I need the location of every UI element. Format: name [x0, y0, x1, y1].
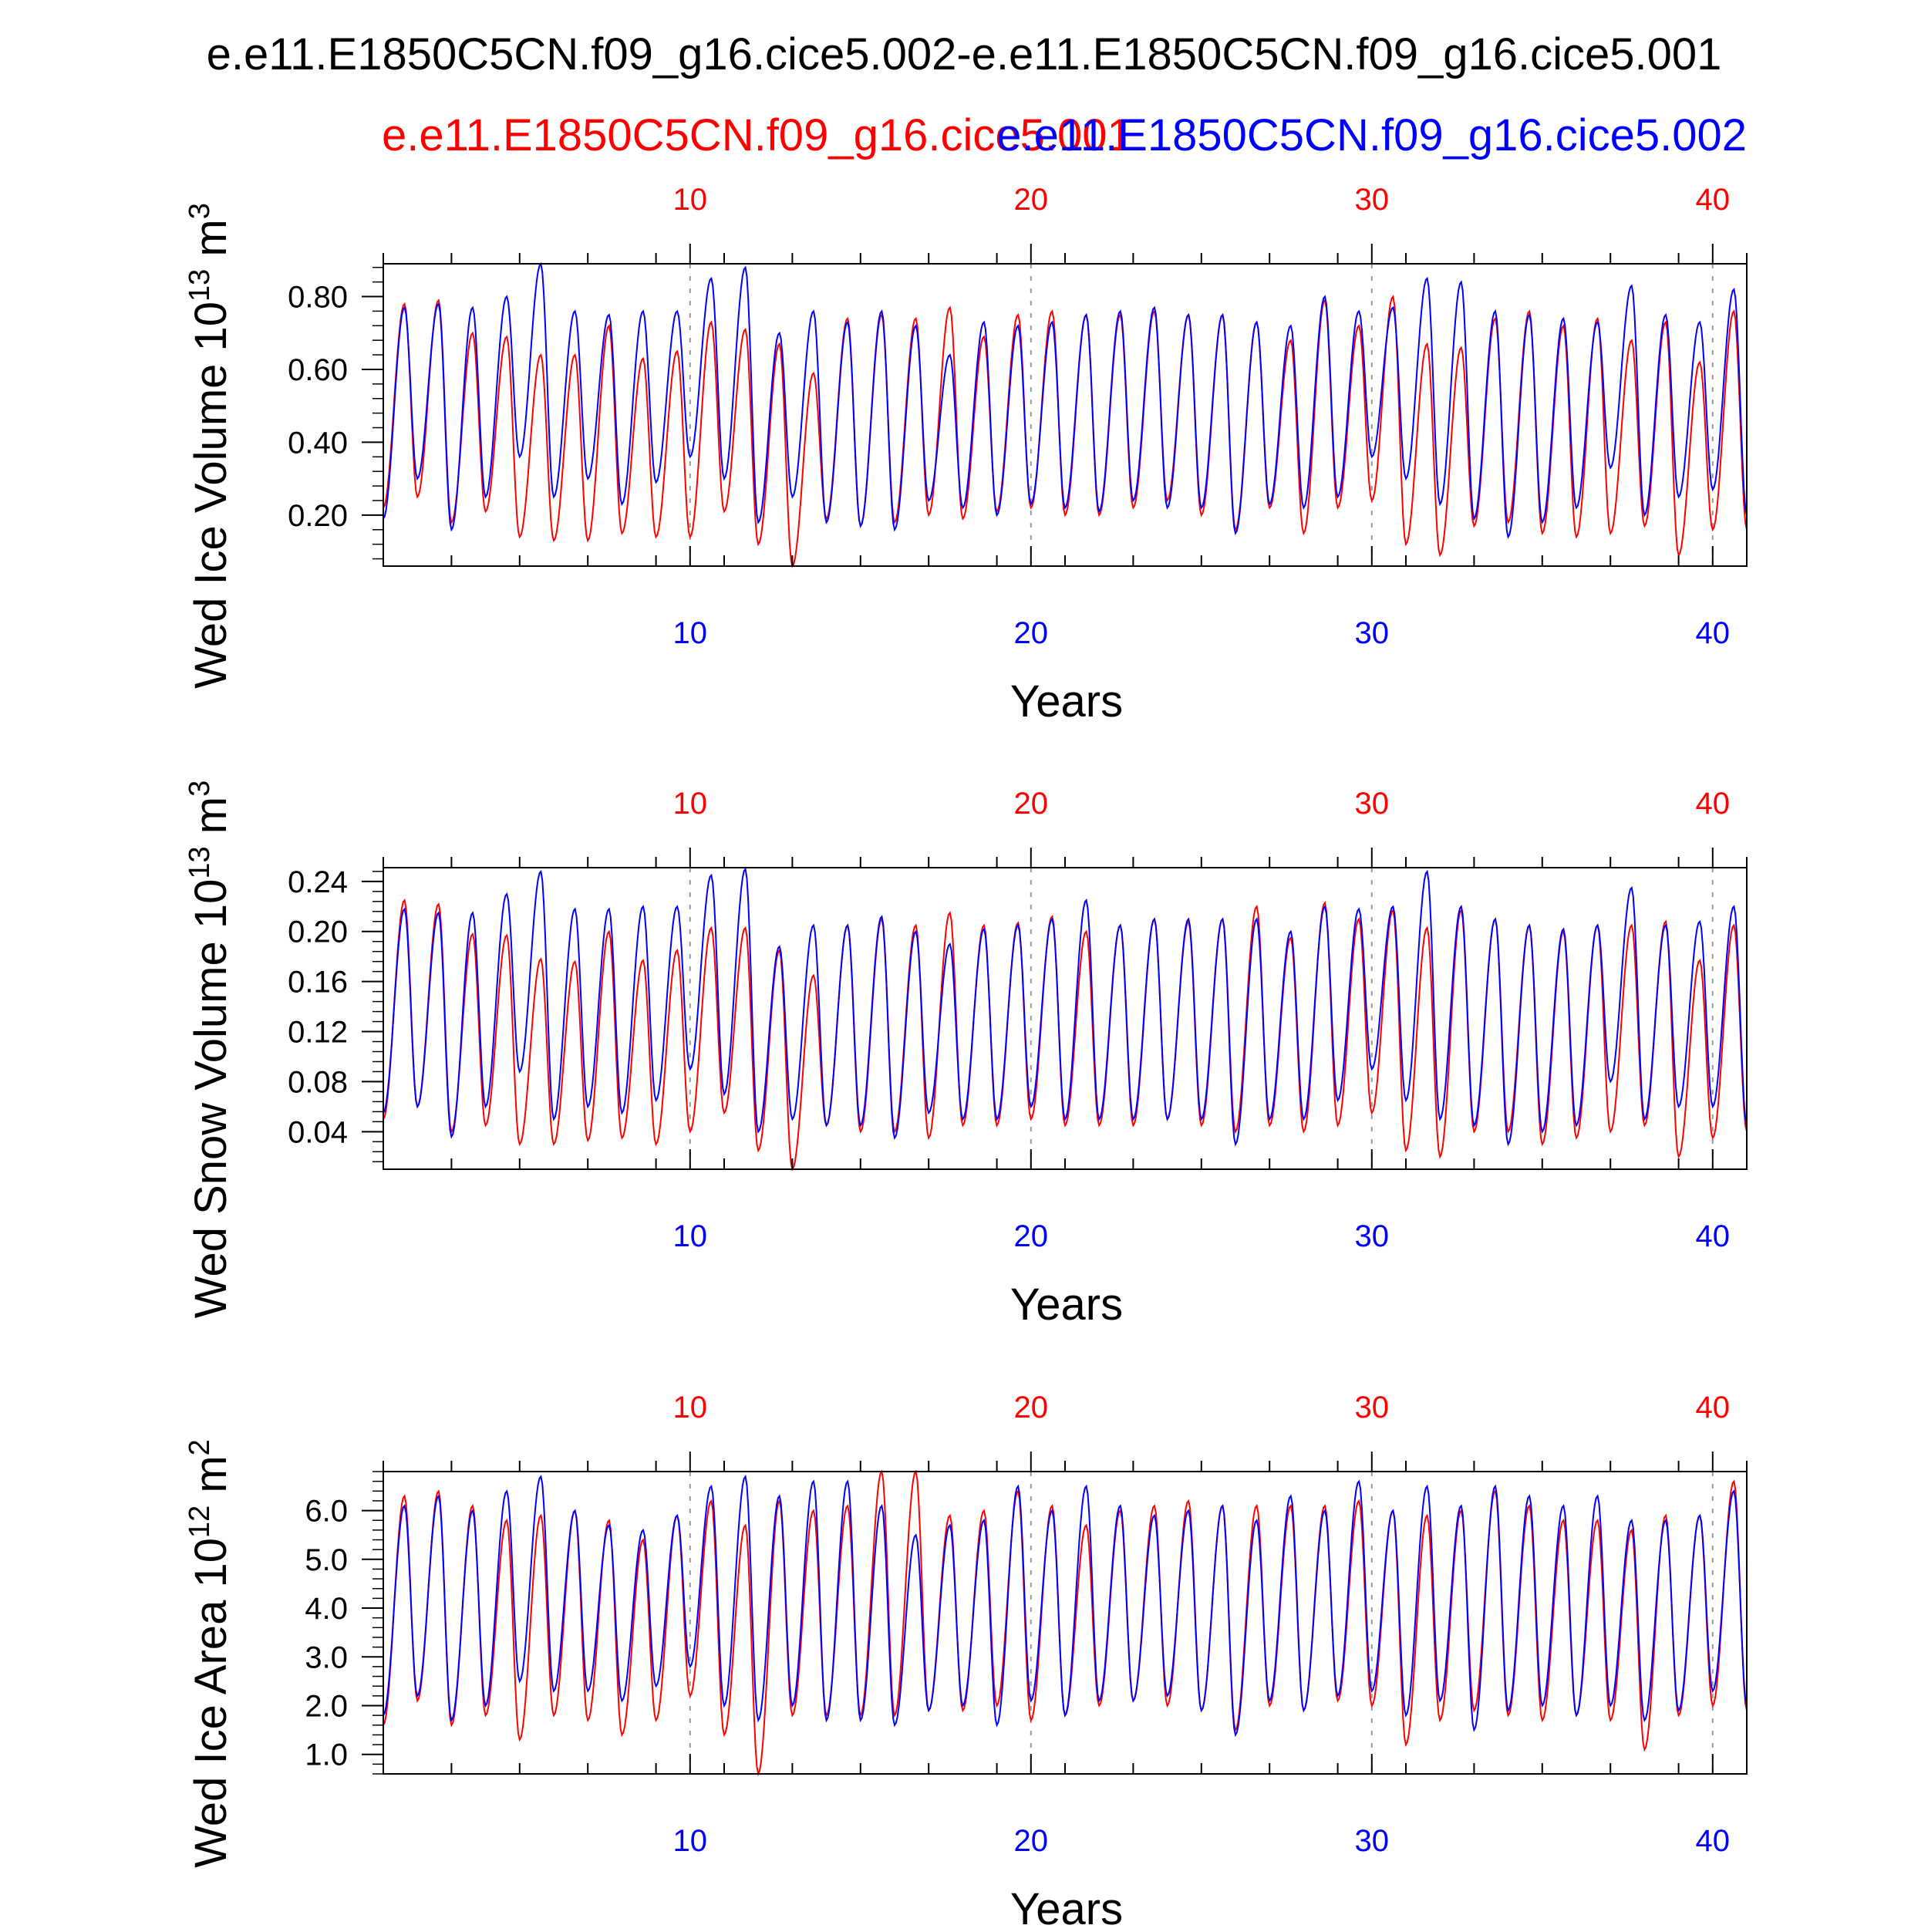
subtitle-case1: e.e11.E1850C5CN.f09_g16.cice5.001 — [382, 110, 1132, 160]
y-tick-label: 0.80 — [288, 281, 348, 315]
panel-snow-volume: 10 20 30 40 10 20 30 40 0.04 0.08 0.12 0.16 0.20 0.24… — [184, 781, 1748, 1330]
y-tick-label: 5.0 — [305, 1543, 348, 1577]
y-tick-label: 3.0 — [305, 1640, 348, 1674]
x-tick-label-bottom: 40 — [1696, 1219, 1731, 1253]
y-tick-label: 0.04 — [288, 1115, 348, 1149]
y-tick-label: 0.40 — [288, 426, 348, 460]
x-tick-label-bottom: 10 — [673, 616, 708, 650]
x-axis-label: Years — [1010, 676, 1123, 727]
x-tick-label-bottom: 40 — [1696, 616, 1731, 650]
x-tick-label-bottom: 30 — [1355, 1219, 1390, 1253]
x-axis-label: Years — [1010, 1884, 1123, 1928]
y-tick-label: 2.0 — [305, 1689, 348, 1723]
x-tick-label-bottom: 10 — [673, 1219, 708, 1253]
series-line-case2 — [383, 261, 1748, 540]
x-tick-label-top: 30 — [1355, 1391, 1390, 1425]
y-tick-label: 6.0 — [305, 1495, 348, 1529]
x-tick-label-bottom: 30 — [1355, 1824, 1390, 1858]
y-tick-label: 0.20 — [288, 915, 348, 949]
x-tick-label-top: 10 — [673, 1391, 708, 1425]
x-tick-label-top: 10 — [673, 787, 708, 821]
y-tick-label: 1.0 — [305, 1738, 348, 1772]
y-axis-label: Wed Snow Volume 1013 m3 — [184, 781, 236, 1318]
x-tick-label-top: 20 — [1014, 1391, 1049, 1425]
main-title: e.e11.E1850C5CN.f09_g16.cice5.002-e.e11.… — [207, 29, 1722, 79]
y-tick-label: 0.16 — [288, 966, 348, 1000]
x-tick-label-bottom: 10 — [673, 1824, 708, 1858]
subtitle-case2: e.e11.E1850C5CN.f09_g16.cice5.002 — [996, 110, 1747, 160]
y-tick-label: 0.20 — [288, 499, 348, 533]
y-tick-label: 4.0 — [305, 1592, 348, 1626]
x-tick-label-top: 20 — [1014, 183, 1049, 217]
y-tick-label: 0.60 — [288, 353, 348, 387]
plot-frame — [383, 1471, 1748, 1775]
y-tick-label: 0.12 — [288, 1016, 348, 1050]
x-tick-label-bottom: 30 — [1355, 616, 1390, 650]
y-tick-label: 0.24 — [288, 865, 348, 899]
panel-ice-area: 10 20 30 40 10 20 30 40 1.0 2.0 3.0 4.0 5.0 6.0 Years W… — [184, 1391, 1748, 1932]
x-tick-label-bottom: 40 — [1696, 1824, 1731, 1858]
x-tick-label-bottom: 20 — [1014, 1824, 1049, 1858]
series-line-case2 — [383, 867, 1748, 1147]
series-line-case2 — [383, 1475, 1748, 1738]
x-tick-label-top: 40 — [1696, 183, 1731, 217]
x-tick-label-bottom: 20 — [1014, 616, 1049, 650]
y-axis-label: Wed Ice Volume 1013 m3 — [184, 203, 236, 689]
y-axis-label: Wed Ice Area 1012 m2 — [184, 1439, 236, 1868]
x-tick-label-bottom: 20 — [1014, 1219, 1049, 1253]
series-line-case1 — [383, 295, 1748, 568]
x-tick-label-top: 30 — [1355, 787, 1390, 821]
x-tick-label-top: 40 — [1696, 787, 1731, 821]
panel-ice-volume: 10 20 30 40 10 20 30 40 0.20 0.40 0.60 0.80 Years Wed… — [184, 183, 1748, 727]
x-axis-label: Years — [1010, 1280, 1123, 1330]
x-tick-label-top: 10 — [673, 183, 708, 217]
x-tick-label-top: 30 — [1355, 183, 1390, 217]
x-tick-label-top: 20 — [1014, 787, 1049, 821]
series-line-case1 — [383, 1469, 1748, 1777]
x-tick-label-top: 40 — [1696, 1391, 1731, 1425]
y-tick-label: 0.08 — [288, 1065, 348, 1099]
